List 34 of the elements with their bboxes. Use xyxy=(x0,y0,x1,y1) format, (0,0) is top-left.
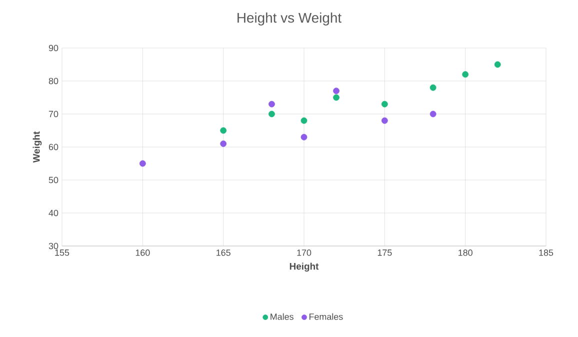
x-tick-label: 180 xyxy=(458,250,472,256)
point xyxy=(494,61,501,68)
point xyxy=(220,140,227,147)
y-tick-label: 60 xyxy=(48,144,58,150)
point xyxy=(220,127,227,134)
point xyxy=(300,134,308,140)
legend-label: Males xyxy=(270,313,294,320)
y-tick-label: 70 xyxy=(48,110,58,118)
point xyxy=(430,110,436,118)
point xyxy=(333,94,340,101)
point xyxy=(381,100,388,108)
chart-title: Height vs Weight xyxy=(238,12,342,26)
y-tick-label: 40 xyxy=(48,210,58,216)
y-axis-title: Weight xyxy=(32,131,42,163)
y-tick-label: 90 xyxy=(48,44,58,52)
point xyxy=(333,88,340,94)
point xyxy=(268,100,275,108)
point xyxy=(462,71,469,78)
x-axis-title: Height xyxy=(290,262,319,272)
y-tick-label: 80 xyxy=(48,78,58,84)
point xyxy=(268,110,275,118)
x-tick-label: 160 xyxy=(136,250,150,256)
legend-label: Females xyxy=(309,313,343,320)
x-tick-label: 165 xyxy=(216,250,230,256)
y-tick-label: 30 xyxy=(48,242,58,250)
x-tick-label: 185 xyxy=(539,250,554,256)
x-tick-label: 175 xyxy=(378,250,392,256)
x-tick-label: 170 xyxy=(297,250,312,256)
point xyxy=(300,117,308,124)
x-tick-label: 155 xyxy=(55,250,70,256)
point xyxy=(139,160,146,167)
y-tick-label: 50 xyxy=(48,176,58,184)
point xyxy=(430,84,436,91)
point xyxy=(381,117,388,124)
